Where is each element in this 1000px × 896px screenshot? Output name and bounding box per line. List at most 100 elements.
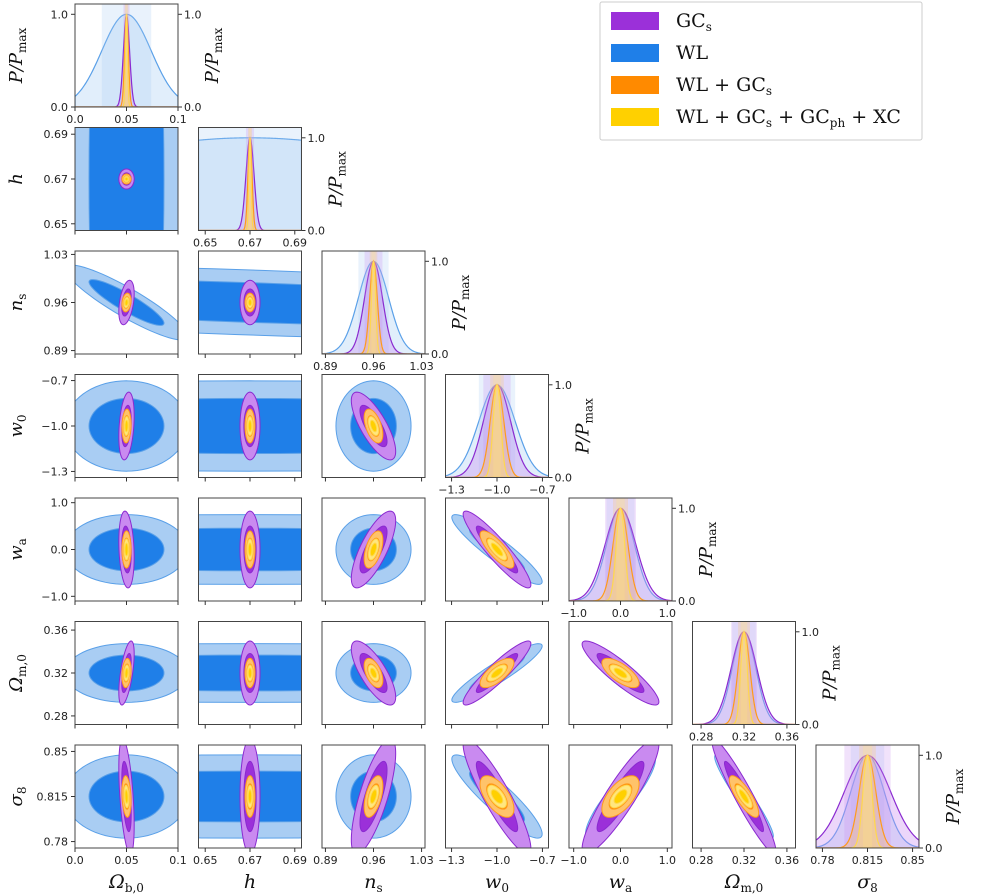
band-2 (859, 745, 876, 848)
ylabel-row-2: ns (6, 294, 29, 312)
plot-area-5-2 (335, 640, 412, 706)
pdf-3 (816, 753, 919, 848)
plot-area-0-0 (75, 4, 178, 107)
param-xlabel-3: w0 (485, 871, 509, 895)
ytick-label: −1.3 (41, 465, 68, 478)
contour68-3 (369, 789, 378, 804)
contour-panel-5-4 (568, 621, 673, 729)
diag-panel-4-4: 0.01.0P/Pmax−1.0 0.0 1.0 (560, 497, 719, 620)
xtick-label: 0.1 (169, 113, 187, 126)
diag-ytick-label: 1.0 (802, 626, 820, 639)
plot-area-2-2 (322, 251, 425, 354)
contour68-3 (369, 667, 378, 679)
contour68-3 (247, 667, 253, 679)
pdf-3 (198, 137, 302, 231)
xtick-label: −1.3 (438, 854, 465, 867)
plot-area-6-1 (198, 745, 302, 848)
param-xlabel-5: Ωm,0 (724, 871, 764, 895)
param-ylabel-3: w0 (6, 414, 29, 437)
diag-ylabel: P/Pmax (696, 521, 719, 578)
ytick-label: 0.32 (44, 667, 69, 680)
contour68-3 (247, 542, 253, 557)
xtick-label: 0.32 (732, 854, 757, 867)
ytick-label: −1.0 (41, 590, 68, 603)
diag-ylabel: P/Pmax (820, 645, 843, 702)
xtick-label: 0.67 (238, 237, 263, 250)
contour-panel-6-2: 0.89 0.96 1.03 (313, 744, 434, 867)
xtick-label: 0.36 (775, 854, 800, 867)
legend-label-2: WL + GCs (676, 74, 772, 98)
band-3 (740, 621, 748, 725)
plot-area-6-6 (816, 745, 919, 848)
xtick-label: 0.0 (66, 113, 84, 126)
contour-panel-3-1 (198, 374, 302, 482)
band-3 (616, 498, 625, 601)
diag-ylabel: P/Pmax (202, 27, 225, 84)
legend-frame (599, 1, 923, 141)
diag-ytick-label: 0.0 (431, 348, 449, 361)
xtick-label: −1.0 (484, 854, 511, 867)
pdf-3 (569, 506, 672, 601)
xtick-label: −1.3 (438, 484, 465, 497)
xtick-label: 0.65 (193, 237, 218, 250)
diag-panel-5-5: 0.0 1.0P/Pmax 0.28 0.32 0.36 (689, 621, 843, 744)
xtick-label: 0.05 (114, 113, 139, 126)
plot-area-4-0 (75, 510, 178, 589)
contour-panel-6-0: 0.0 0.05 0.1 0.78 0.815 0.85 (37, 744, 187, 867)
legend: GCs WL WL + GCs WL + GCs + GCph + XC (599, 1, 923, 141)
xtick-label: 1.0 (659, 607, 677, 620)
contour-panel-6-1: 0.65 0.67 0.69 (193, 744, 307, 867)
contour68-3 (124, 789, 129, 804)
contour-panel-4-3 (445, 497, 549, 605)
contour68-3 (613, 667, 628, 679)
contour68-3 (124, 298, 129, 307)
xtick-label: −1.0 (484, 484, 511, 497)
contour-panel-5-0: 0.28 0.32 0.36 (44, 621, 179, 729)
band-3 (125, 4, 128, 107)
diag-panel-6-6: 0.0 1.0P/Pmax 0.78 0.815 0.85 (810, 744, 966, 867)
diag-ylabel-text: P/Pmax (202, 27, 225, 84)
contour68-3 (490, 789, 504, 804)
plot-area-2-1 (198, 267, 302, 338)
ytick-label: 0.96 (44, 297, 69, 310)
xtick-label: 0.69 (283, 237, 308, 250)
xtick-label: 0.65 (193, 854, 218, 867)
contour68-3 (490, 542, 504, 557)
pdf-3 (322, 261, 425, 354)
ytick-label: 0.85 (44, 745, 69, 758)
band-0 (483, 374, 511, 478)
diag-ylabel-text: P/Pmax (820, 645, 843, 702)
diag-ytick-label: 0.0 (555, 472, 573, 485)
diag-ytick-label: 1.0 (431, 255, 449, 268)
param-xlabel-1: h (244, 871, 256, 893)
plot-area-5-1 (198, 640, 302, 706)
diag0-ytick-label: 0.0 (51, 101, 69, 114)
xtick-label: 0.28 (689, 731, 714, 744)
diag-ylabel: P/Pmax (943, 768, 966, 825)
param-xlabel-4: wa (609, 871, 632, 895)
contour68-3 (369, 419, 378, 433)
ytick-label: 0.0 (51, 544, 69, 557)
plot-area-5-5 (692, 621, 796, 725)
plot-area-2-0 (75, 264, 178, 341)
diag-ytick-label: 0.0 (308, 225, 326, 238)
diag-ylabel-text: P/Pmax (943, 768, 966, 825)
param-ylabel-1: h (6, 173, 27, 185)
diag-ytick-label: 1.0 (678, 502, 696, 515)
diag-ytick-label: 1.0 (308, 132, 326, 145)
xtick-label: 0.89 (313, 360, 338, 373)
contour-panel-6-5: 0.28 0.32 0.36 (689, 744, 800, 867)
plot-area-4-1 (198, 510, 302, 589)
plot-area-6-3 (451, 745, 543, 848)
contour-panel-5-2 (321, 621, 426, 729)
diag-ylabel-text: P/Pmax (696, 521, 719, 578)
param-ylabel-6: σ8 (6, 787, 29, 807)
ylabel-row-5: Ωm,0 (6, 654, 29, 693)
contour68-3 (247, 419, 253, 433)
pdf-3 (692, 629, 796, 725)
legend-label-1: WL (676, 42, 709, 64)
xtick-label: 0.1 (169, 854, 187, 867)
ytick-label: 0.69 (44, 128, 69, 141)
legend-swatch-2 (611, 76, 659, 94)
band-0 (731, 621, 757, 725)
